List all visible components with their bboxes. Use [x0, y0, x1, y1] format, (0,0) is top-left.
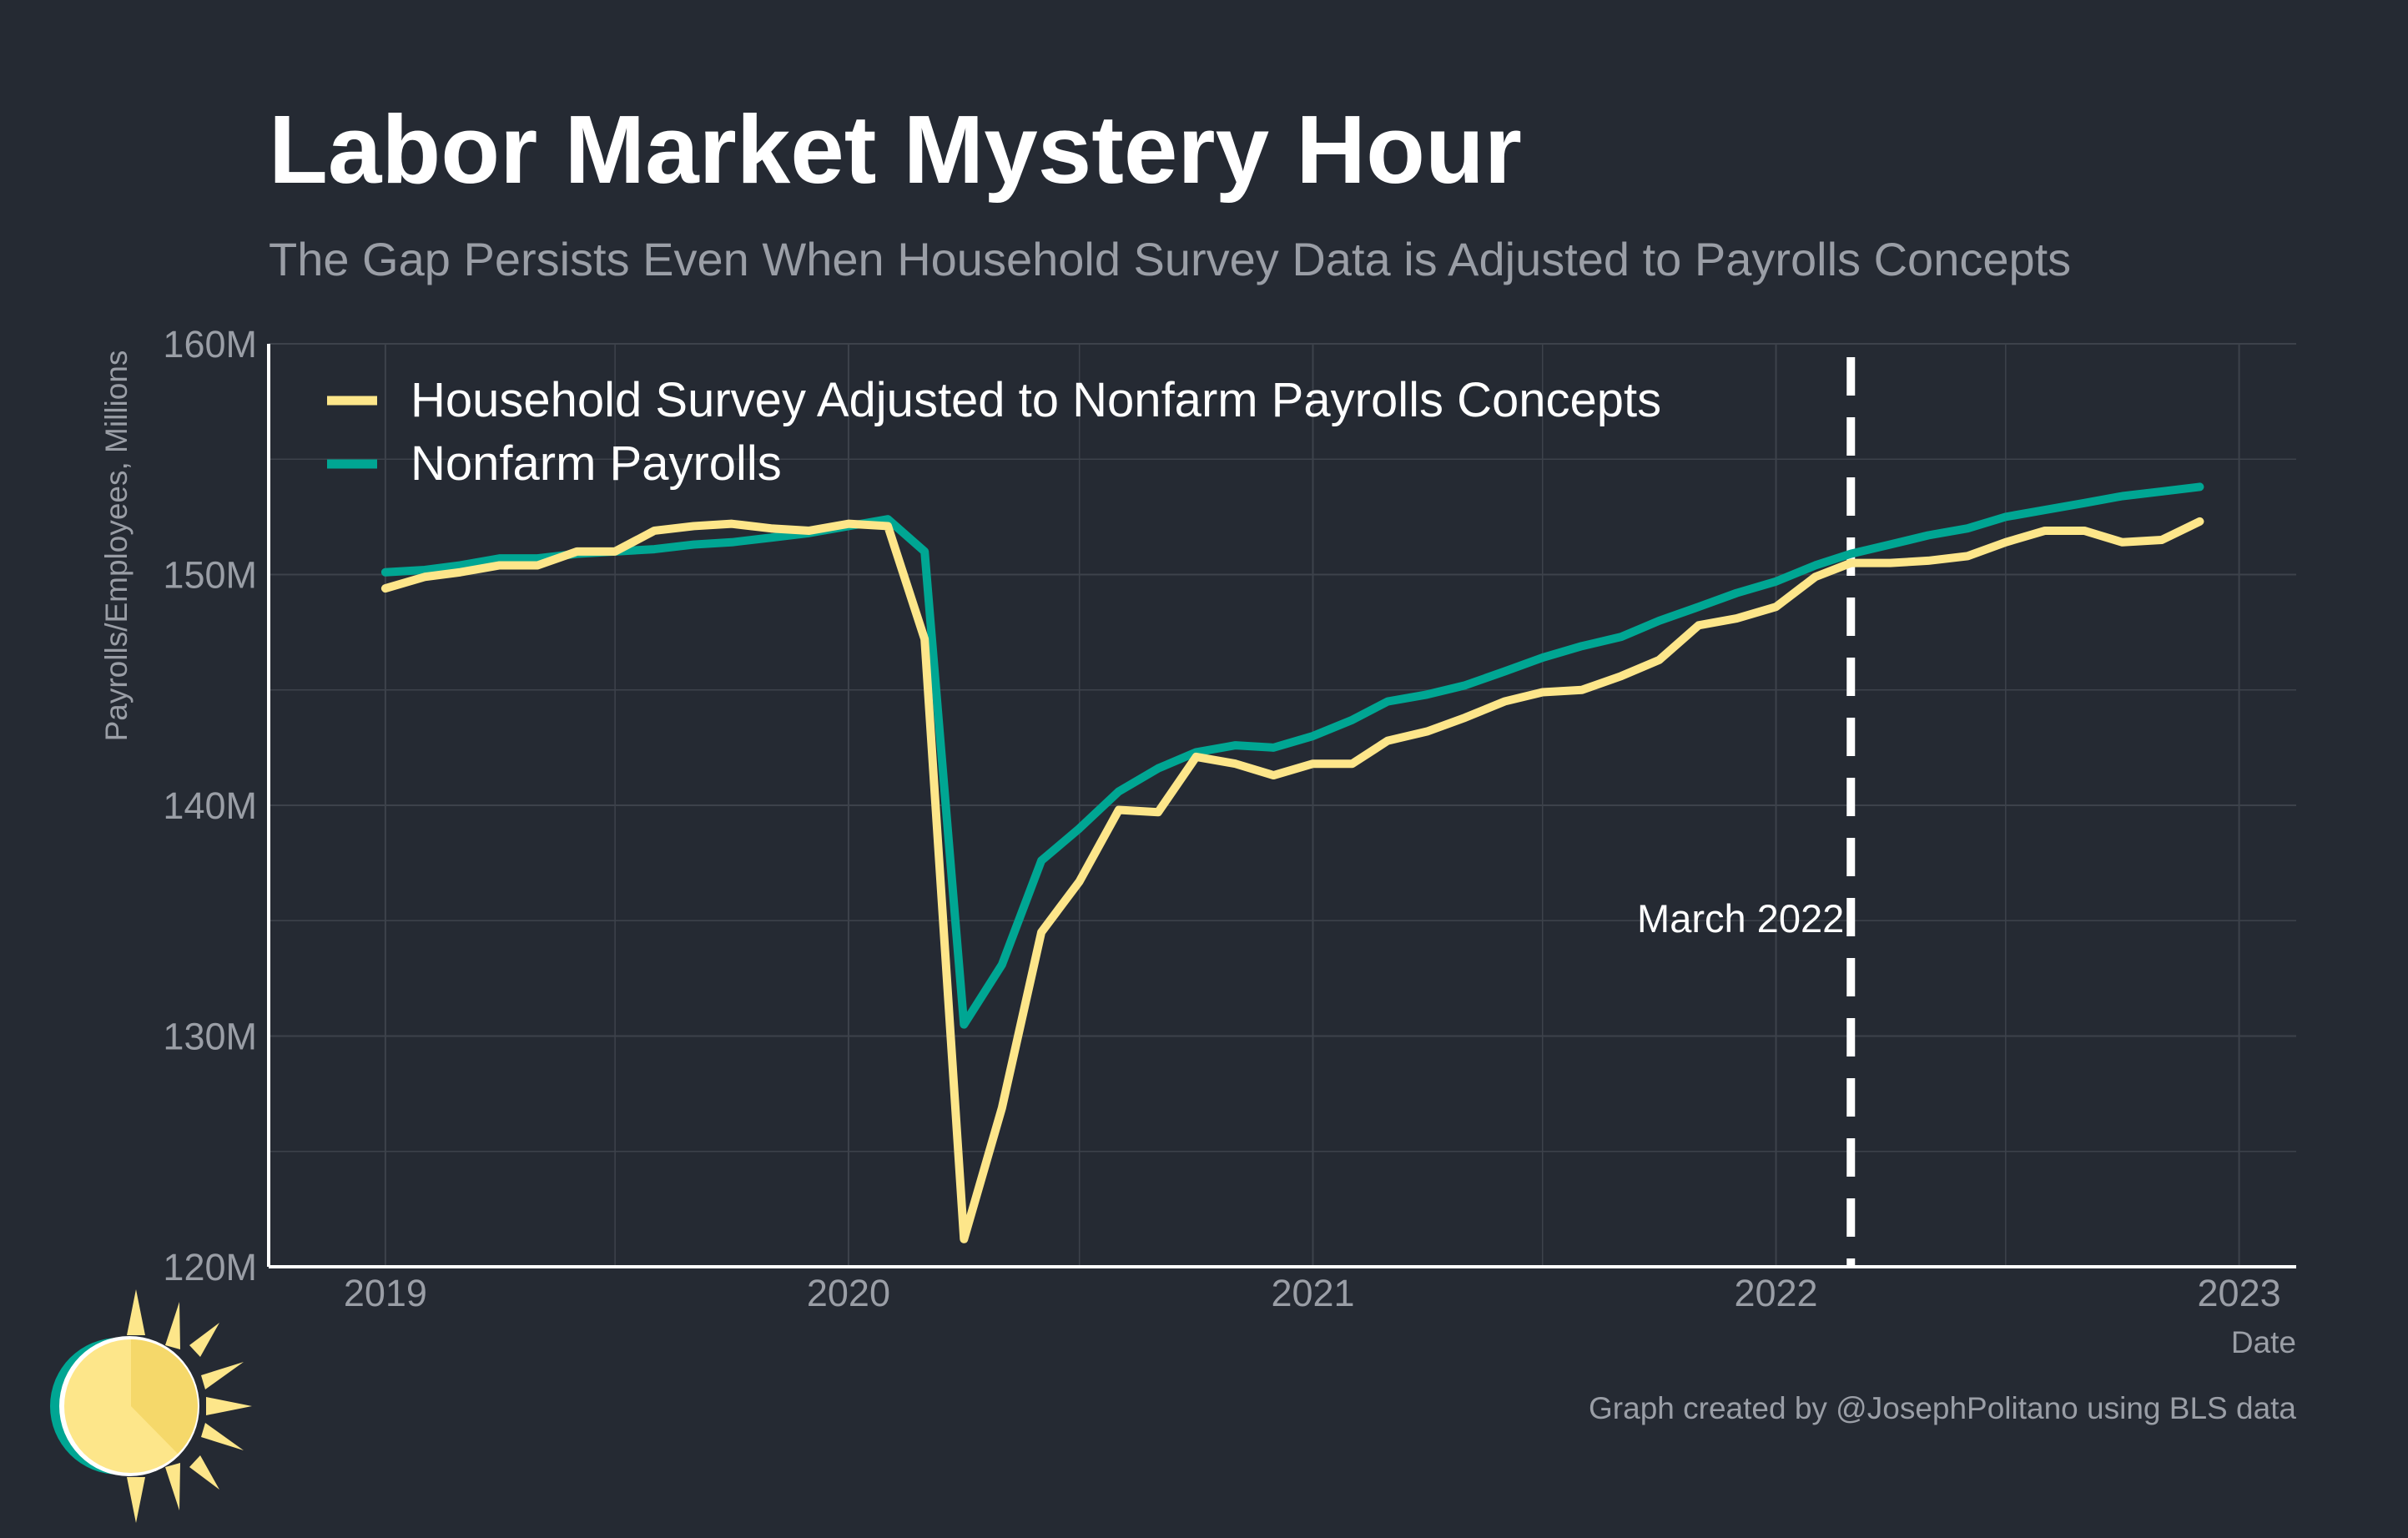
- grid-layer: [269, 343, 2296, 1268]
- credit-text: Graph created by @JosephPolitano using B…: [1589, 1391, 2296, 1425]
- y-tick-label: 130M: [163, 1016, 257, 1058]
- nonfarm-payrolls-line: [380, 482, 2204, 1029]
- legend: Household Survey Adjusted to Nonfarm Pay…: [327, 373, 1661, 491]
- y-tick-label: 140M: [163, 784, 257, 827]
- household-survey-line: [380, 517, 2204, 1243]
- chart-title: Labor Market Mystery Hour: [269, 95, 1522, 204]
- series-layer: [380, 482, 2204, 1243]
- x-tick-label: 2022: [1734, 1272, 1817, 1314]
- march-2022-label: March 2022: [1637, 896, 1844, 940]
- x-tick-layer: 2019 2020 2021 2022 2023: [344, 1272, 2281, 1314]
- x-tick-label: 2021: [1271, 1272, 1354, 1314]
- legend-label: Nonfarm Payrolls: [411, 436, 782, 491]
- annotation-layer: March 2022: [1637, 357, 1856, 1267]
- axis-layer: [267, 344, 2296, 1268]
- y-tick-layer: 120M 130M 140M 150M 160M: [163, 323, 257, 1288]
- chart-subtitle: The Gap Persists Even When Household Sur…: [269, 233, 2071, 285]
- y-axis-label: Payrolls/Employees, Millions: [99, 350, 133, 742]
- y-tick-label: 160M: [163, 323, 257, 366]
- y-tick-label: 150M: [163, 554, 257, 597]
- x-tick-label: 2023: [2198, 1272, 2281, 1314]
- y-tick-label: 120M: [163, 1246, 257, 1288]
- x-axis-label: Date: [2231, 1325, 2296, 1359]
- sun-icon: [50, 1289, 252, 1523]
- legend-label: Household Survey Adjusted to Nonfarm Pay…: [411, 373, 1661, 427]
- x-tick-label: 2019: [344, 1272, 427, 1314]
- x-tick-label: 2020: [807, 1272, 890, 1314]
